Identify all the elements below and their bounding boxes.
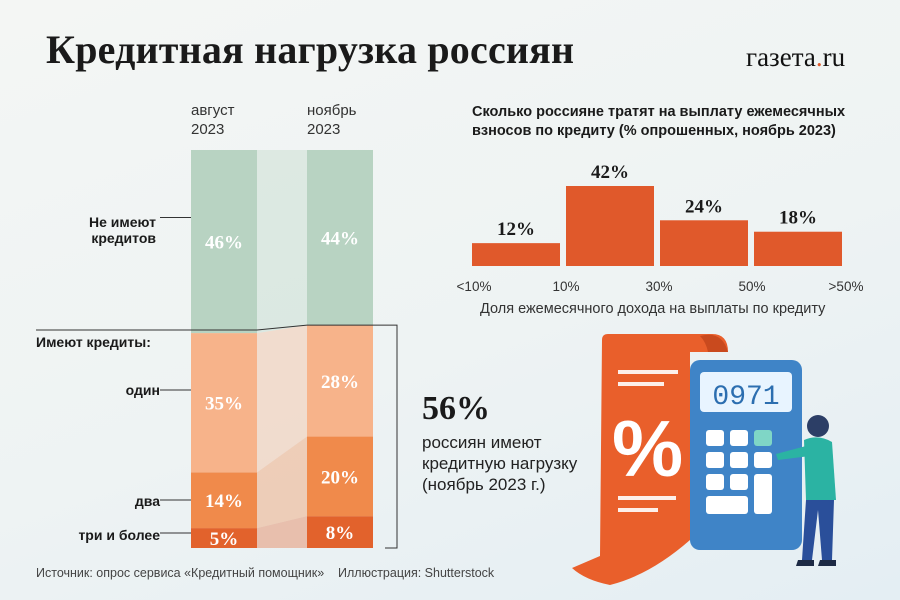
stack-value-label-0-1: 14% [205, 491, 243, 512]
bar-0 [472, 243, 560, 266]
label-one: один [125, 382, 160, 398]
source-note: Источник: опрос сервиса «Кредитный помощ… [36, 566, 325, 580]
paper-receipt-icon: % [572, 334, 728, 585]
label-no-credit-line2: кредитов [91, 230, 156, 246]
stack-segment-1-2 [307, 325, 373, 437]
illustration-credit: Иллюстрация: Shutterstock [338, 566, 495, 580]
bar-1 [566, 186, 654, 266]
column-header-august: август 2023 [191, 101, 234, 139]
column-header-august-year: 2023 [191, 121, 225, 138]
bar-2 [660, 220, 748, 266]
page-title: Кредитная нагрузка россиян [46, 27, 575, 72]
x-tick-label-4: >50% [829, 279, 864, 294]
connector-band-0 [257, 516, 307, 548]
brand-logo: газета.ru [746, 42, 846, 72]
column-header-august-month: август [191, 102, 235, 119]
bar-chart-title: Сколько россияне тратят на выплату ежеме… [472, 104, 846, 139]
label-have-credit: Имеют кредиты: [36, 334, 151, 350]
stack-segment-1-0 [307, 516, 373, 548]
stack-value-label-1-2: 28% [321, 372, 359, 393]
connector-band-3 [257, 150, 307, 334]
stack-value-label-1-3: 44% [321, 229, 359, 250]
highlight-text: россиян имеют кредитную нагрузку (ноябрь… [422, 433, 578, 494]
bar-value-label-0: 12% [497, 219, 535, 240]
bar-value-label-1: 42% [591, 162, 629, 183]
calculator-screen-text: 0971 [712, 382, 779, 413]
stack-value-label-1-0: 8% [326, 523, 355, 544]
stack-segment-1-1 [307, 436, 373, 517]
stack-value-label-0-2: 35% [205, 394, 243, 415]
bar-3 [754, 231, 842, 266]
stack-segment-0-1 [191, 472, 257, 529]
stack-segment-0-3 [191, 150, 257, 334]
connector-band-1 [257, 436, 307, 529]
bar-chart-xlabel: Доля ежемесячного дохода на выплаты по к… [480, 301, 826, 317]
stack-segment-0-0 [191, 528, 257, 548]
column-header-november-month: ноябрь [307, 102, 357, 119]
x-tick-label-0: <10% [457, 279, 492, 294]
stack-segment-1-3 [307, 150, 373, 326]
bar-value-label-3: 18% [779, 208, 817, 229]
credit-separator-line [36, 324, 385, 331]
svg-text:%: % [612, 404, 683, 493]
label-two: два [134, 493, 160, 509]
highlight-value: 56% [422, 390, 490, 427]
label-no-credit-line1: Не имеют [89, 214, 156, 230]
connector-band-2 [257, 325, 307, 473]
stack-value-label-1-1: 20% [321, 467, 359, 488]
column-header-november: ноябрь 2023 [307, 101, 357, 139]
credit-bracket [385, 324, 398, 549]
x-tick-label-3: 50% [738, 279, 765, 294]
calculator-icon: 0971 [690, 360, 802, 550]
x-tick-label-2: 30% [645, 279, 672, 294]
stack-segment-0-2 [191, 333, 257, 473]
stack-value-label-0-0: 5% [210, 529, 239, 550]
x-tick-label-1: 10% [552, 279, 579, 294]
label-three-plus: три и более [78, 527, 160, 543]
logo-dot: . [815, 42, 823, 72]
bar-value-label-2: 24% [685, 196, 723, 217]
person-icon [776, 415, 836, 566]
label-no-credit: Не имеют кредитов [64, 214, 156, 246]
column-header-november-year: 2023 [307, 121, 341, 138]
stack-value-label-0-3: 46% [205, 233, 243, 254]
